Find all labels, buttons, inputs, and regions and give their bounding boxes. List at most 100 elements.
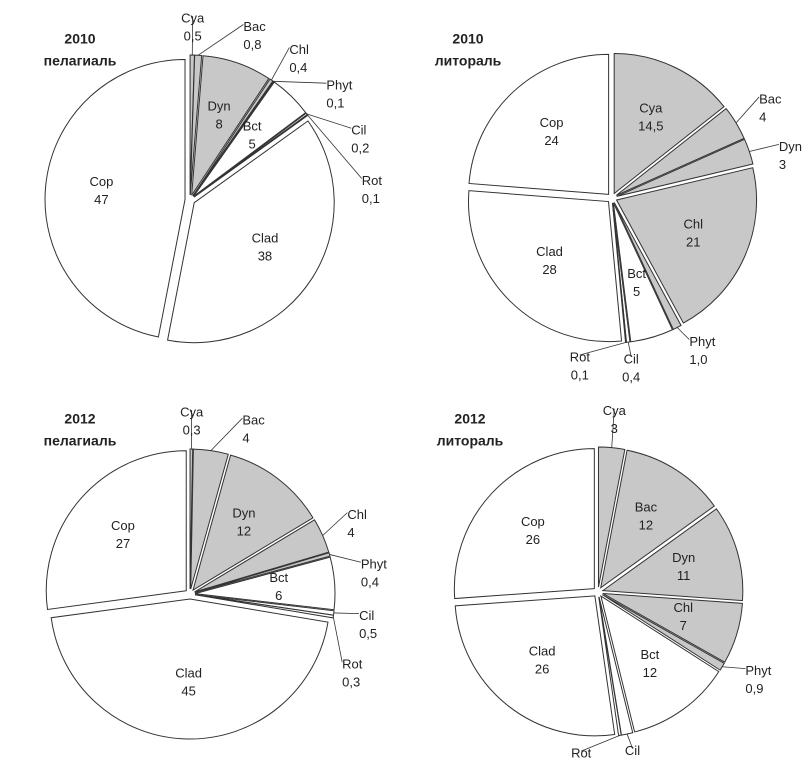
slice-label: Cil	[359, 608, 374, 623]
slice-label: Dyn	[779, 139, 802, 154]
slice-label: Rot	[570, 349, 591, 364]
slice-value: 0,9	[745, 681, 763, 696]
slice-label: Rot	[342, 657, 363, 672]
slice-value: 0,3	[183, 422, 201, 437]
slice-label: Cya	[639, 100, 663, 115]
slice-value: 0,2	[351, 141, 369, 156]
slice-value: 12	[643, 665, 657, 680]
pie-slice	[615, 167, 758, 324]
pie-slice	[613, 52, 725, 195]
chart-title: 2012	[64, 411, 95, 427]
slice-label: Cil	[624, 351, 639, 366]
slice-value: 5	[633, 284, 640, 299]
slice-label: Phyt	[745, 663, 771, 678]
slice-label: Chl	[347, 507, 367, 522]
slice-value: 27	[116, 536, 130, 551]
slice-value: 0,4	[361, 575, 379, 590]
pie-slice	[468, 53, 610, 195]
slice-label: Clad	[252, 230, 279, 245]
slice-value: 0,1	[362, 191, 380, 206]
slice-value: 8	[215, 116, 222, 131]
pie-slice	[194, 552, 331, 594]
pie-slice	[45, 450, 187, 611]
pie-slice	[600, 594, 720, 733]
slice-value: 0,5	[184, 28, 202, 43]
leader-line	[676, 327, 690, 340]
slice-label: Cop	[89, 174, 113, 189]
slice-value: 5	[248, 137, 255, 152]
slice-label: Dyn	[208, 98, 231, 113]
slice-label: Cil	[351, 123, 366, 138]
pie-slice	[44, 59, 186, 338]
leader-line	[735, 96, 760, 124]
slice-value: 0,5	[359, 626, 377, 641]
slice-value: 21	[686, 235, 700, 250]
leader-line	[306, 113, 352, 129]
slice-value: 12	[639, 517, 653, 532]
slice-label: Cya	[181, 10, 205, 25]
slice-value: 4	[242, 431, 249, 446]
pie-slice	[50, 598, 329, 740]
slice-value: 0,3	[342, 675, 360, 690]
slice-label: Bac	[242, 413, 265, 428]
slice-value: 1,0	[689, 352, 707, 367]
slice-label: Bct	[243, 119, 262, 134]
pie-slice	[602, 592, 743, 663]
slice-label: Bct	[640, 647, 659, 662]
leader-line	[273, 80, 327, 84]
leader-line	[627, 342, 632, 358]
slice-label: Phyt	[689, 334, 715, 349]
slice-label: Bac	[243, 19, 266, 34]
leader-line	[749, 144, 779, 152]
pie-slice	[453, 448, 595, 600]
chart-title: 2012	[454, 411, 485, 427]
leader-line	[329, 554, 361, 563]
slice-label: Rot	[362, 173, 383, 188]
pie-slice	[601, 508, 744, 602]
slice-value: 0,1	[571, 367, 589, 382]
chart-title: 2010	[64, 31, 95, 47]
slice-value: 4	[347, 525, 354, 540]
slice-label: Dyn	[232, 506, 255, 521]
pie-slice	[467, 190, 623, 343]
slice-value: 0,4	[622, 369, 640, 384]
slice-value: 0,4	[289, 60, 307, 75]
slice-label: Bac	[759, 91, 782, 106]
leader-line	[611, 408, 615, 448]
leader-line	[332, 616, 343, 663]
slice-label: Clad	[536, 244, 563, 259]
leader-line	[722, 666, 746, 670]
leader-line	[307, 114, 363, 179]
leader-line	[271, 47, 290, 81]
slice-value: 38	[258, 248, 272, 263]
leader-line	[210, 417, 243, 451]
slice-value: 11	[677, 568, 691, 583]
slice-label: Cya	[603, 403, 627, 418]
slice-label: Cop	[111, 518, 135, 533]
slice-label: Dyn	[672, 550, 695, 565]
pie-slice	[166, 120, 335, 344]
pie-slice	[191, 55, 270, 196]
slice-value: 45	[181, 683, 195, 698]
slice-label: Cil	[625, 743, 640, 758]
slice-label: Chl	[673, 600, 693, 615]
chart-subtitle: пелагиаль	[44, 53, 117, 69]
slice-value: 0,1	[326, 96, 344, 111]
leader-line	[579, 341, 627, 356]
slice-label: Chl	[289, 42, 309, 57]
slice-label: Chl	[684, 217, 704, 232]
slice-label: Phyt	[326, 78, 352, 93]
leader-line	[197, 24, 244, 56]
slice-value: 24	[544, 133, 558, 148]
slice-label: Phyt	[361, 557, 387, 572]
chart-subtitle: литораль	[435, 53, 502, 69]
slice-value: 47	[94, 192, 108, 207]
chart-subtitle: литораль	[437, 433, 504, 449]
slice-value: 6	[275, 588, 282, 603]
slice-value: 26	[526, 532, 540, 547]
slice-label: Bct	[627, 266, 646, 281]
slice-value: 3	[611, 421, 618, 436]
slice-label: Bac	[635, 499, 658, 514]
pie-slice	[193, 81, 307, 197]
